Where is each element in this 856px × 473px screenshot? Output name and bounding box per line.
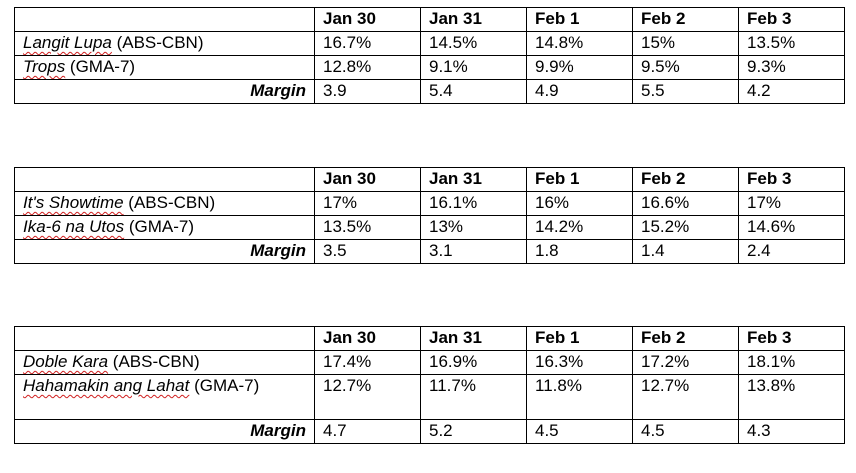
show-title: It's Showtime xyxy=(23,193,124,212)
program-cell: Hahamakin ang Lahat (GMA-7) xyxy=(14,374,315,420)
program-cell: Ika-6 na Utos (GMA-7) xyxy=(14,215,315,240)
header-cell-date: Feb 3 xyxy=(738,326,845,351)
rating-cell: 13.8% xyxy=(738,374,845,420)
header-cell-date: Feb 2 xyxy=(632,167,739,192)
header-cell-date: Jan 31 xyxy=(420,167,527,192)
rating-cell: 14.5% xyxy=(420,31,527,56)
rating-cell: 12.7% xyxy=(632,374,739,420)
margin-label: Margin xyxy=(14,79,315,104)
program-cell: Langit Lupa (ABS-CBN) xyxy=(14,31,315,56)
margin-row: Margin 4.7 5.2 4.5 4.5 4.3 xyxy=(14,419,845,444)
margin-label: Margin xyxy=(14,239,315,264)
margin-row: Margin 3.9 5.4 4.9 5.5 4.2 xyxy=(14,79,845,104)
rating-cell: 17.2% xyxy=(632,350,739,375)
header-cell-date: Feb 1 xyxy=(526,167,633,192)
program-cell: Doble Kara (ABS-CBN) xyxy=(14,350,315,375)
header-cell-date: Jan 30 xyxy=(314,7,421,32)
header-row: Jan 30 Jan 31 Feb 1 Feb 2 Feb 3 xyxy=(14,326,845,351)
rating-cell: 16.3% xyxy=(526,350,633,375)
show-title: Doble Kara xyxy=(23,352,109,371)
rating-cell: 17% xyxy=(314,191,421,216)
ratings-table-2: Jan 30 Jan 31 Feb 1 Feb 2 Feb 3 It's Sho… xyxy=(14,167,845,264)
show-title: Trops xyxy=(23,57,66,76)
margin-cell: 5.4 xyxy=(420,79,527,104)
network-label: (GMA-7) xyxy=(124,217,194,236)
rating-cell: 16% xyxy=(526,191,633,216)
rating-cell: 14.2% xyxy=(526,215,633,240)
network-label: (GMA-7) xyxy=(65,57,136,76)
network-label: (ABS-CBN) xyxy=(111,33,204,52)
header-cell-date: Feb 2 xyxy=(632,7,739,32)
margin-cell: 4.9 xyxy=(526,79,633,104)
header-cell-date: Feb 1 xyxy=(526,326,633,351)
header-cell-date: Feb 3 xyxy=(738,167,845,192)
rating-cell: 16.9% xyxy=(420,350,527,375)
header-cell-date: Jan 30 xyxy=(314,326,421,351)
rating-cell: 9.1% xyxy=(420,55,527,80)
table-row: Hahamakin ang Lahat (GMA-7) 12.7% 11.7% … xyxy=(14,374,845,420)
network-label: (ABS-CBN) xyxy=(108,352,200,371)
header-cell-date: Feb 2 xyxy=(632,326,739,351)
ratings-table-3: Jan 30 Jan 31 Feb 1 Feb 2 Feb 3 Doble Ka… xyxy=(14,326,845,444)
table-row: Doble Kara (ABS-CBN) 17.4% 16.9% 16.3% 1… xyxy=(14,350,845,375)
margin-cell: 4.5 xyxy=(526,419,633,444)
rating-cell: 11.8% xyxy=(526,374,633,420)
header-cell-date: Jan 31 xyxy=(420,7,527,32)
rating-cell: 16.7% xyxy=(314,31,421,56)
rating-cell: 16.6% xyxy=(632,191,739,216)
table-row: Ika-6 na Utos (GMA-7) 13.5% 13% 14.2% 15… xyxy=(14,215,845,240)
rating-cell: 14.6% xyxy=(738,215,845,240)
rating-cell: 13.5% xyxy=(314,215,421,240)
header-row: Jan 30 Jan 31 Feb 1 Feb 2 Feb 3 xyxy=(14,7,845,32)
margin-cell: 3.9 xyxy=(314,79,421,104)
margin-cell: 4.3 xyxy=(738,419,845,444)
header-cell-date: Feb 1 xyxy=(526,7,633,32)
rating-cell: 9.9% xyxy=(526,55,633,80)
rating-cell: 12.8% xyxy=(314,55,421,80)
header-cell-date: Feb 3 xyxy=(738,7,845,32)
show-title: Hahamakin ang Lahat xyxy=(23,376,190,395)
margin-row: Margin 3.5 3.1 1.8 1.4 2.4 xyxy=(14,239,845,264)
header-cell-blank xyxy=(14,7,315,32)
header-cell-blank xyxy=(14,167,315,192)
rating-cell: 14.8% xyxy=(526,31,633,56)
rating-cell: 15% xyxy=(632,31,739,56)
rating-cell: 13% xyxy=(420,215,527,240)
rating-cell: 9.5% xyxy=(632,55,739,80)
margin-cell: 3.1 xyxy=(420,239,527,264)
table-row: Langit Lupa (ABS-CBN) 16.7% 14.5% 14.8% … xyxy=(14,31,845,56)
rating-cell: 13.5% xyxy=(738,31,845,56)
header-row: Jan 30 Jan 31 Feb 1 Feb 2 Feb 3 xyxy=(14,167,845,192)
table-row: It's Showtime (ABS-CBN) 17% 16.1% 16% 16… xyxy=(14,191,845,216)
margin-cell: 4.5 xyxy=(632,419,739,444)
rating-cell: 11.7% xyxy=(420,374,527,420)
margin-label: Margin xyxy=(14,419,315,444)
header-cell-blank xyxy=(14,326,315,351)
network-label: (GMA-7) xyxy=(189,376,260,395)
margin-cell: 3.5 xyxy=(314,239,421,264)
ratings-table-1: Jan 30 Jan 31 Feb 1 Feb 2 Feb 3 Langit L… xyxy=(14,7,845,104)
header-cell-date: Jan 30 xyxy=(314,167,421,192)
rating-cell: 17% xyxy=(738,191,845,216)
rating-cell: 12.7% xyxy=(314,374,421,420)
rating-cell: 16.1% xyxy=(420,191,527,216)
program-cell: It's Showtime (ABS-CBN) xyxy=(14,191,315,216)
rating-cell: 17.4% xyxy=(314,350,421,375)
margin-cell: 4.2 xyxy=(738,79,845,104)
margin-cell: 2.4 xyxy=(738,239,845,264)
header-cell-date: Jan 31 xyxy=(420,326,527,351)
margin-cell: 1.4 xyxy=(632,239,739,264)
table-row: Trops (GMA-7) 12.8% 9.1% 9.9% 9.5% 9.3% xyxy=(14,55,845,80)
show-title: Langit Lupa xyxy=(23,33,112,52)
margin-cell: 4.7 xyxy=(314,419,421,444)
margin-cell: 5.5 xyxy=(632,79,739,104)
margin-cell: 1.8 xyxy=(526,239,633,264)
rating-cell: 9.3% xyxy=(738,55,845,80)
show-title: Ika-6 na Utos xyxy=(23,217,125,236)
program-cell: Trops (GMA-7) xyxy=(14,55,315,80)
rating-cell: 15.2% xyxy=(632,215,739,240)
margin-cell: 5.2 xyxy=(420,419,527,444)
network-label: (ABS-CBN) xyxy=(123,193,216,212)
rating-cell: 18.1% xyxy=(738,350,845,375)
